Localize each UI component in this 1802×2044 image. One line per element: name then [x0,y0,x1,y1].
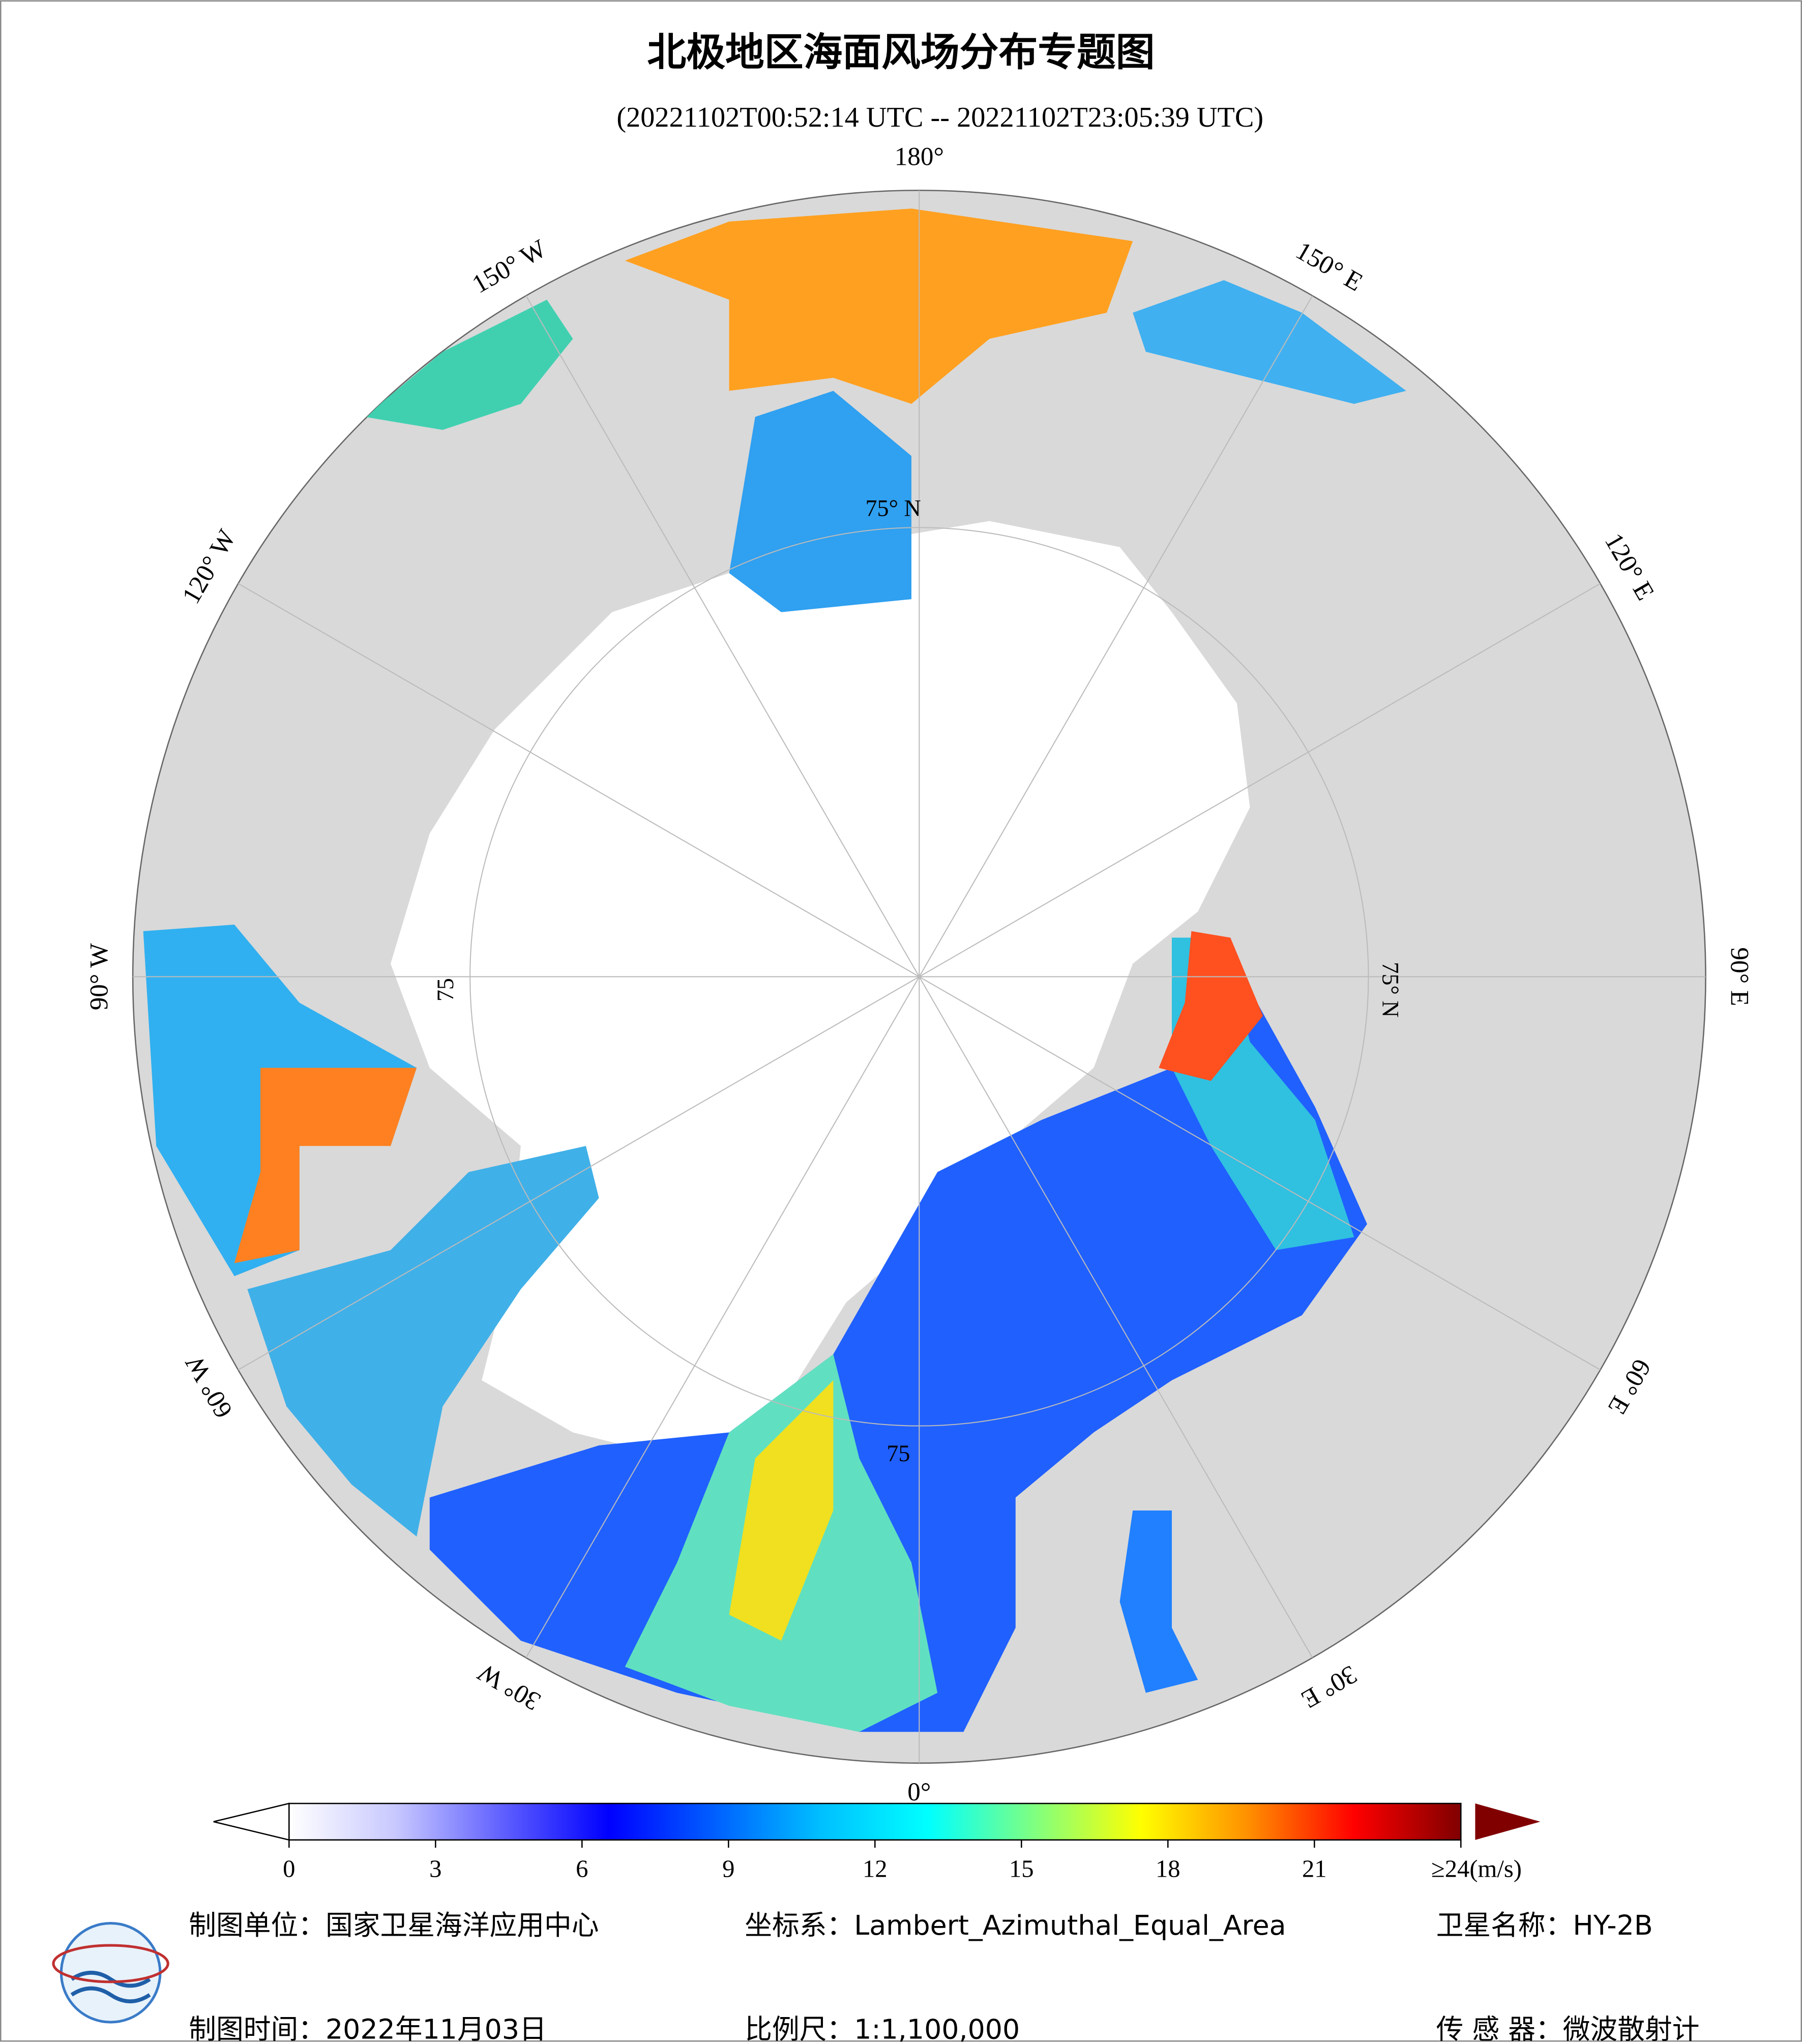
footer-unit: 制图单位：国家卫星海洋应用中心 [189,1909,599,1941]
colorbar-over [1475,1803,1541,1840]
footer-sensor: 传 感 器：微波散射计 [1436,2013,1700,2042]
logo [52,1921,169,2024]
wind-field [234,1068,417,1263]
wind-field [1133,280,1406,404]
title: 北极地区海面风场分布专题图 [647,30,1155,75]
colorbar-scale [288,1802,1462,1841]
footer-scale: 比例尺：1:1,100,000 [745,2013,1020,2042]
latitude-label: 75° N [866,495,921,521]
wind-field [1119,1510,1198,1693]
footer-satellite: 卫星名称：HY-2B [1436,1909,1653,1941]
meridian [919,583,1601,977]
sea-ice [390,521,1250,1459]
colorbar-tick-label: 0 [283,1855,295,1882]
meridian [919,976,1601,1371]
longitude-label: 180° [895,142,944,171]
footer-date: 制图时间：2022年11月03日 [189,2013,547,2042]
colorbar-tick-label: 21 [1302,1855,1327,1882]
colorbar-tick-label: 6 [576,1855,588,1882]
colorbar-tick-label: 12 [863,1855,888,1882]
wind-field [625,209,1133,404]
colorbar-tick-label: 3 [429,1855,441,1882]
colorbar-tick-label: 9 [722,1855,734,1882]
colorbar-tick-label: ≥24(m/s) [1431,1855,1522,1882]
meridian [525,295,920,977]
meridian [238,976,920,1371]
longitude-label: 90° W [84,943,113,1011]
longitude-label: 0° [907,1778,931,1806]
subtitle: (20221102T00:52:14 UTC -- 20221102T23:05… [616,102,1263,133]
footer-projection: 坐标系：Lambert_Azimuthal_Equal_Area [745,1909,1286,1941]
meridian [919,295,1313,977]
wind-field [247,1146,599,1537]
wind-field [729,1380,834,1641]
colorbar-tick-label: 15 [1009,1855,1034,1882]
longitude-label: 90° E [1725,947,1754,1006]
meridian [525,976,920,1658]
colorbar-tick-label: 18 [1156,1855,1180,1882]
wind-field [429,990,1367,1732]
meridian [238,583,920,977]
graticule [133,190,1706,1763]
latitude-label: 75 [887,1440,910,1466]
meridian [919,976,1313,1658]
latitude-label: 75 [432,978,458,1001]
wind-field [729,391,911,612]
wind-field [364,300,573,430]
latitude-label: 75° N [1377,962,1403,1017]
wind-field [1159,931,1263,1081]
colorbar: 0 3 6 9 12 15 18 21 ≥24(m/s) [213,1802,1541,1882]
